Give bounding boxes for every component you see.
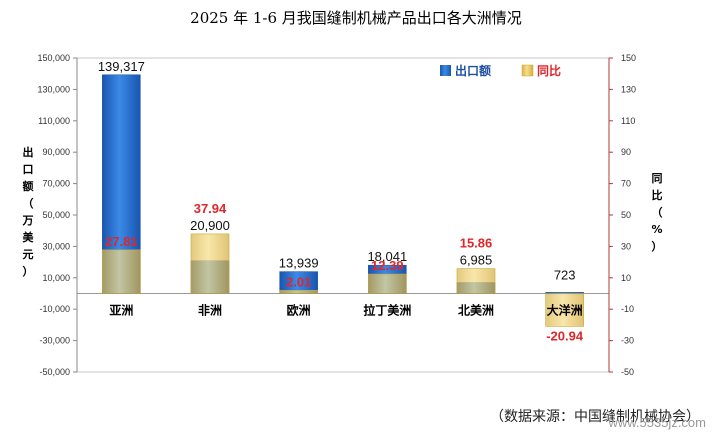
yoy-bar [279, 290, 318, 294]
export-value-label: 723 [554, 268, 576, 283]
export-bars [102, 74, 584, 295]
legend-label-yoy: 同比 [537, 63, 561, 78]
yoy-value-label: 37.94 [194, 201, 227, 216]
export-value-label: 6,985 [460, 253, 493, 268]
chart-title: 2025 年 1-6 月我国缝制机械产品出口各大洲情况 [190, 9, 522, 27]
y-tick-label-left: 110,000 [38, 116, 70, 126]
y-tick-label-right: -10 [621, 304, 634, 314]
axis-title-text: 同比（%） [651, 172, 662, 253]
yoy-value-label: 12.39 [371, 258, 404, 273]
y-axis-left: 150,000 130,000 110,000 90,000 70,000 50,000 3… [37, 53, 78, 377]
watermark: www.5535jz.com [607, 415, 706, 430]
y-axis-right: 150 130 110 90 70 50 30 10 -10 -30 -50 [608, 53, 636, 377]
y-tick-label-right: 70 [621, 179, 631, 189]
y-tick-label-right: 10 [621, 273, 631, 283]
legend-swatch-export [440, 65, 451, 76]
y-tick-label-right: 110 [621, 116, 635, 126]
y-tick-label-left: 130,000 [37, 84, 70, 94]
y-tick-label-right: -50 [621, 367, 634, 377]
data-labels: 139,31727.8120,90037.9413,9392.0118,0411… [98, 59, 584, 344]
y-tick-label-left: 30,000 [42, 241, 70, 251]
y-tick-label-left: -50,000 [39, 367, 70, 377]
yoy-bar [190, 233, 230, 294]
legend-label-export: 出口额 [455, 63, 491, 78]
yoy-value-label: -20.94 [546, 328, 584, 343]
yoy-bar [456, 268, 496, 294]
category-label: 大洋洲 [547, 303, 583, 318]
yoy-bar [102, 249, 141, 294]
yoy-value-label: 2.01 [286, 274, 311, 289]
yoy-bar [368, 273, 407, 294]
export-value-label: 13,939 [279, 256, 319, 271]
category-labels: 亚洲 非洲 欧洲 拉丁美洲 北美洲 大洋洲 [109, 303, 582, 318]
export-value-label: 18,041 [367, 249, 407, 264]
yoy-value-label: 27.81 [105, 234, 138, 249]
y-axis-left-title: 出口额（万美元） [22, 145, 35, 278]
y-axis-right-title: 同比（%） [651, 172, 662, 253]
y-tick-label-right: 30 [621, 241, 631, 251]
y-tick-label-left: 90,000 [42, 147, 70, 157]
category-label: 非洲 [198, 303, 222, 318]
category-label: 欧洲 [287, 303, 311, 318]
y-tick-label-left: -30,000 [39, 336, 70, 346]
y-tick-label-left: -10,000 [39, 304, 70, 314]
category-label: 拉丁美洲 [363, 303, 411, 318]
export-value-label: 20,900 [190, 218, 230, 233]
yoy-value-label: 15.86 [460, 236, 493, 251]
y-tick-label-right: -30 [621, 336, 634, 346]
y-tick-label-right: 130 [621, 84, 636, 94]
y-tick-label-left: 50,000 [42, 210, 70, 220]
category-label: 亚洲 [109, 304, 133, 318]
export-value-label: 139,317 [98, 59, 145, 74]
yoy-bars [102, 233, 584, 327]
y-tick-label-right: 50 [621, 210, 631, 220]
yoy-bar [545, 293, 584, 327]
source-note: （数据来源：中国缝制机械协会） [490, 409, 700, 425]
y-tick-label-left: 10,000 [42, 273, 70, 283]
category-label: 北美洲 [458, 303, 494, 318]
y-tick-label-right: 150 [621, 53, 636, 63]
y-tick-label-left: 70,000 [42, 179, 70, 189]
plot-area [76, 57, 610, 373]
axis-title-text: 出口额（万美元） [22, 145, 35, 278]
legend-swatch-yoy [521, 64, 534, 77]
y-tick-label-left: 150,000 [37, 53, 70, 63]
y-tick-label-right: 90 [621, 147, 631, 157]
legend: 出口额 同比 [440, 63, 561, 78]
